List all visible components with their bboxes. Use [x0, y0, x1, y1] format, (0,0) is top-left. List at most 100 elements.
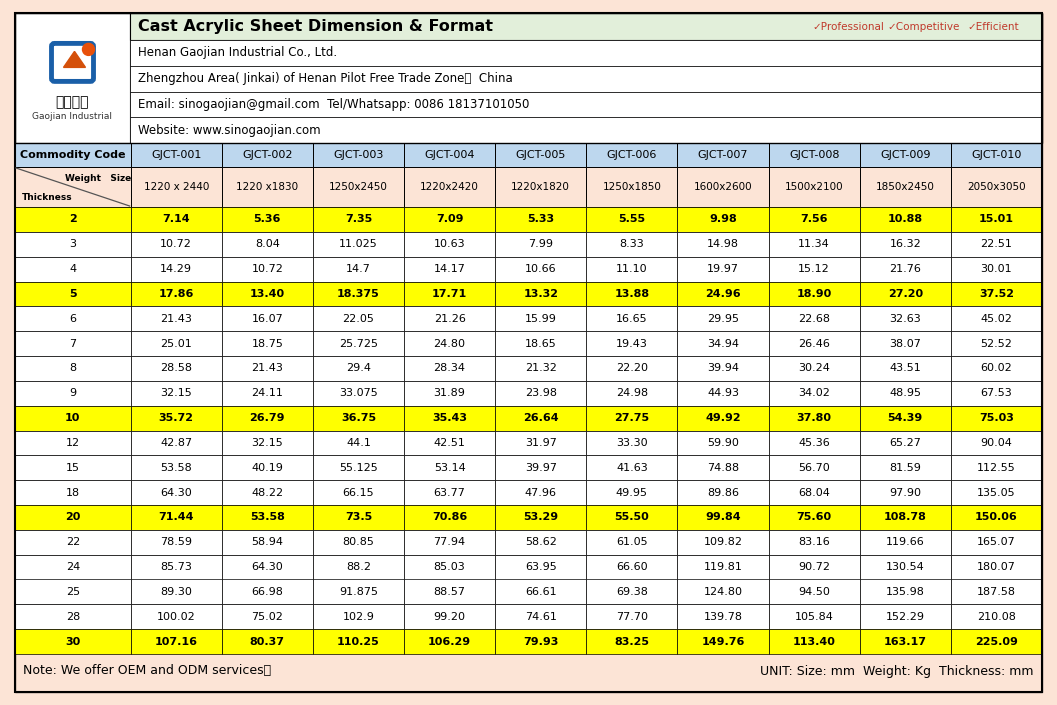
Bar [768, 331, 859, 356]
Bar [131, 331, 222, 356]
Bar [951, 555, 1042, 580]
Bar [951, 257, 1042, 281]
Text: GJCT-002: GJCT-002 [242, 150, 293, 160]
Text: 81.59: 81.59 [889, 462, 922, 473]
Text: 37.80: 37.80 [797, 413, 832, 423]
Bar [859, 307, 951, 331]
Text: 28.58: 28.58 [161, 363, 192, 374]
Text: Website: www.sinogaojian.com: Website: www.sinogaojian.com [138, 123, 320, 137]
Bar [678, 257, 768, 281]
Bar [222, 604, 313, 629]
Bar [131, 143, 222, 167]
Text: 89.30: 89.30 [161, 587, 192, 597]
Text: ✓Efficient: ✓Efficient [967, 21, 1019, 32]
Text: 26.79: 26.79 [249, 413, 285, 423]
Bar [404, 232, 495, 257]
Bar [15, 281, 131, 307]
Bar [587, 580, 678, 604]
Text: 21.43: 21.43 [252, 363, 283, 374]
Bar [313, 604, 404, 629]
Bar [678, 629, 768, 654]
Bar [768, 604, 859, 629]
Bar [859, 356, 951, 381]
Text: 225.09: 225.09 [975, 637, 1018, 646]
Text: 53.58: 53.58 [161, 462, 192, 473]
Bar [15, 455, 131, 480]
Bar [131, 381, 222, 405]
Bar [768, 505, 859, 530]
Text: 64.30: 64.30 [161, 488, 192, 498]
Text: 150.06: 150.06 [975, 513, 1018, 522]
Bar [404, 580, 495, 604]
Text: 13.88: 13.88 [614, 289, 649, 299]
Bar [404, 455, 495, 480]
Text: 69.38: 69.38 [616, 587, 648, 597]
Text: 85.73: 85.73 [161, 562, 192, 572]
Bar [404, 505, 495, 530]
Text: 8.33: 8.33 [619, 239, 645, 250]
Text: 27.75: 27.75 [614, 413, 649, 423]
Bar [587, 381, 678, 405]
Bar [404, 281, 495, 307]
Bar [15, 431, 131, 455]
Text: 48.95: 48.95 [889, 388, 922, 398]
Text: 106.29: 106.29 [428, 637, 471, 646]
Bar [587, 331, 678, 356]
Text: 21.43: 21.43 [161, 314, 192, 324]
Text: 13.40: 13.40 [249, 289, 285, 299]
Text: 34.94: 34.94 [707, 338, 739, 348]
Text: 74.61: 74.61 [525, 612, 557, 622]
Text: 19.97: 19.97 [707, 264, 739, 274]
Bar [951, 143, 1042, 167]
Bar [313, 307, 404, 331]
Polygon shape [63, 51, 86, 68]
Text: 75.03: 75.03 [979, 413, 1014, 423]
Circle shape [82, 44, 94, 56]
Text: 31.89: 31.89 [433, 388, 465, 398]
Bar [130, 117, 1042, 143]
Bar [130, 92, 1042, 117]
Text: 15.99: 15.99 [525, 314, 557, 324]
Bar [222, 530, 313, 555]
Bar [768, 530, 859, 555]
Bar [131, 431, 222, 455]
Bar [313, 405, 404, 431]
Bar [859, 232, 951, 257]
Bar [678, 431, 768, 455]
Bar [15, 405, 131, 431]
Text: 10.66: 10.66 [525, 264, 557, 274]
Bar [859, 604, 951, 629]
Bar [495, 356, 587, 381]
Bar [587, 629, 678, 654]
Text: 54.39: 54.39 [888, 413, 923, 423]
Bar [404, 307, 495, 331]
Text: GJCT-003: GJCT-003 [333, 150, 384, 160]
Text: 26.64: 26.64 [523, 413, 558, 423]
Bar [587, 167, 678, 207]
Bar [404, 480, 495, 505]
Text: 1220 x 2440: 1220 x 2440 [144, 182, 209, 192]
Text: 25: 25 [66, 587, 80, 597]
Bar [678, 480, 768, 505]
Text: 22: 22 [66, 537, 80, 547]
Text: 3: 3 [70, 239, 76, 250]
Bar [15, 331, 131, 356]
Text: 1600x2600: 1600x2600 [693, 182, 753, 192]
Bar [678, 505, 768, 530]
Text: 18.375: 18.375 [337, 289, 379, 299]
Text: 105.84: 105.84 [795, 612, 834, 622]
Text: 23.98: 23.98 [524, 388, 557, 398]
Bar [678, 604, 768, 629]
Bar [951, 480, 1042, 505]
Bar [951, 431, 1042, 455]
Bar [404, 356, 495, 381]
Bar [404, 167, 495, 207]
Text: Weight   Size: Weight Size [66, 173, 131, 183]
Text: ✓Professional: ✓Professional [812, 21, 884, 32]
Text: 20: 20 [66, 513, 80, 522]
Text: UNIT: Size: mm  Weight: Kg  Thickness: mm: UNIT: Size: mm Weight: Kg Thickness: mm [760, 665, 1034, 678]
Text: 17.71: 17.71 [432, 289, 467, 299]
Bar [15, 13, 1042, 143]
Text: 22.05: 22.05 [342, 314, 374, 324]
Bar [131, 555, 222, 580]
